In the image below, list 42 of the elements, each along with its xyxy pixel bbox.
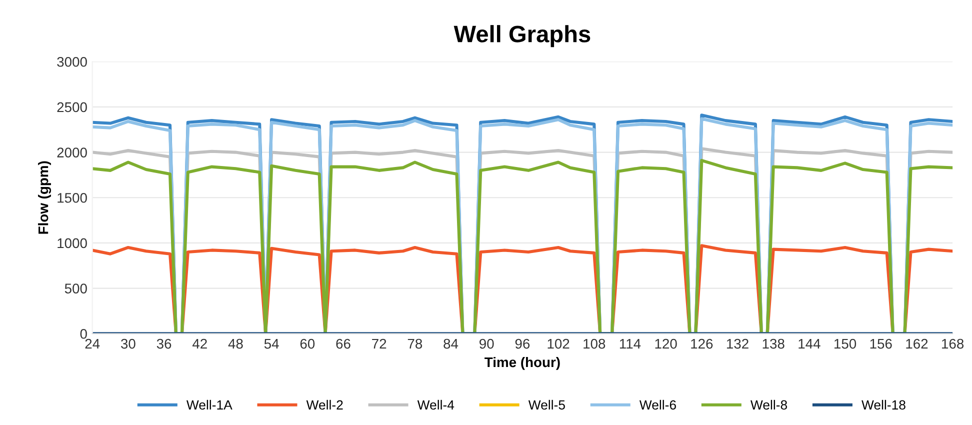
y-tick-label: 1000 bbox=[58, 238, 87, 248]
x-tick-label: 156 bbox=[870, 338, 892, 349]
x-tick-label: 144 bbox=[798, 338, 820, 349]
x-tick-label: 168 bbox=[942, 338, 964, 349]
y-tick-label: 500 bbox=[64, 284, 87, 294]
x-tick-label: 108 bbox=[584, 338, 606, 349]
y-tick-label: 2000 bbox=[57, 148, 87, 158]
legend-label: Well-6 bbox=[639, 400, 676, 410]
legend-label: Well-8 bbox=[750, 400, 788, 410]
y-tick-label: 3000 bbox=[57, 56, 87, 67]
y-tick-label: 0 bbox=[80, 328, 87, 339]
x-tick-label: 126 bbox=[691, 338, 713, 349]
x-tick-label: 36 bbox=[156, 338, 172, 349]
y-tick-label: 1500 bbox=[58, 192, 87, 203]
legend-label: Well-1A bbox=[186, 400, 232, 410]
x-tick-label: 72 bbox=[372, 338, 386, 349]
x-tick-label: 84 bbox=[444, 338, 458, 349]
legend-label: Well-4 bbox=[417, 400, 454, 410]
y-tick-label: 2500 bbox=[57, 102, 87, 112]
x-tick-label: 78 bbox=[408, 338, 422, 349]
x-tick-label: 138 bbox=[762, 338, 784, 349]
x-tick-label: 42 bbox=[192, 338, 207, 349]
x-tick-label: 66 bbox=[336, 338, 350, 349]
x-tick-label: 162 bbox=[906, 338, 928, 349]
x-tick-label: 90 bbox=[480, 338, 494, 349]
legend-label: Well-5 bbox=[528, 400, 565, 410]
x-tick-label: 96 bbox=[515, 338, 530, 349]
x-tick-label: 102 bbox=[548, 338, 570, 349]
legend-label: Well-18 bbox=[862, 400, 906, 410]
x-tick-label: 114 bbox=[620, 338, 641, 349]
x-axis-title: Time (hour) bbox=[484, 356, 560, 370]
x-tick-label: 48 bbox=[228, 338, 243, 349]
y-axis-title: Flow (gpm) bbox=[38, 161, 52, 234]
chart-title: Well Graphs bbox=[454, 25, 590, 48]
x-tick-label: 132 bbox=[726, 338, 748, 349]
x-tick-label: 60 bbox=[300, 338, 315, 349]
x-tick-label: 120 bbox=[655, 338, 677, 349]
legend-label: Well-2 bbox=[306, 400, 343, 410]
x-tick-label: 24 bbox=[85, 338, 100, 349]
x-tick-label: 30 bbox=[120, 338, 136, 349]
x-tick-label: 150 bbox=[834, 338, 856, 349]
x-tick-label: 54 bbox=[264, 338, 279, 349]
